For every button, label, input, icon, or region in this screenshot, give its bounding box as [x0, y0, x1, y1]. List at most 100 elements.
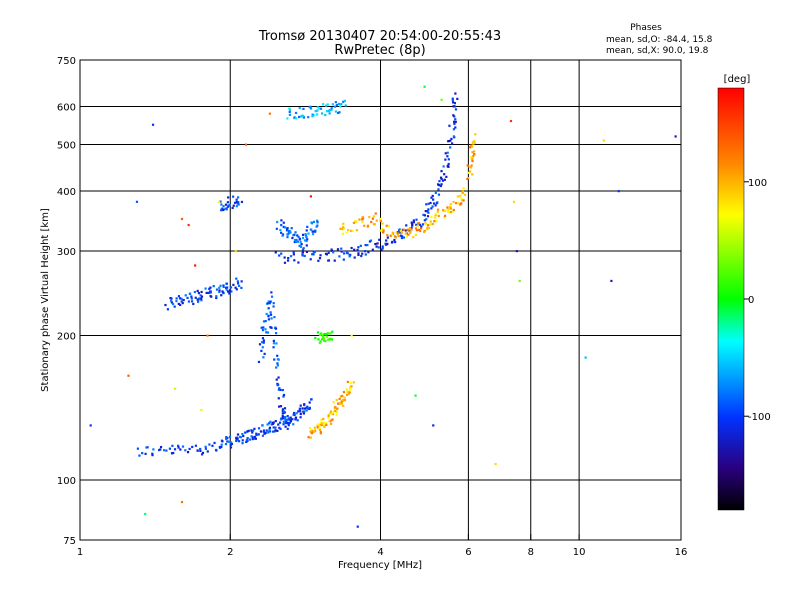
data-point	[287, 422, 290, 425]
data-point	[509, 119, 513, 123]
data-point	[303, 254, 306, 258]
data-point	[89, 424, 92, 427]
data-point	[324, 104, 328, 107]
data-point	[319, 254, 322, 257]
data-point	[319, 333, 322, 337]
data-point	[286, 117, 289, 120]
data-point	[291, 418, 294, 421]
data-point	[152, 448, 155, 451]
data-point	[314, 229, 317, 232]
data-point	[310, 221, 313, 224]
data-point	[298, 106, 301, 110]
data-point	[310, 228, 313, 231]
data-point	[270, 291, 273, 294]
data-point	[424, 209, 427, 213]
data-point	[248, 438, 252, 441]
data-point	[272, 426, 275, 429]
data-point	[281, 388, 284, 392]
data-point	[454, 126, 457, 129]
data-point	[345, 251, 348, 254]
data-point	[263, 432, 266, 435]
data-point	[261, 337, 265, 340]
data-point	[452, 114, 455, 117]
data-point	[470, 157, 473, 160]
data-point	[316, 106, 319, 109]
data-point	[281, 234, 284, 237]
phases-o-stats: mean, sd,O: -84.4, 15.8	[606, 35, 713, 45]
data-point	[374, 242, 377, 246]
data-point	[272, 339, 275, 342]
data-point	[170, 297, 173, 300]
data-point	[288, 232, 291, 235]
data-point	[255, 433, 258, 437]
data-point	[166, 308, 169, 311]
data-point	[350, 334, 353, 337]
data-point	[363, 224, 366, 227]
data-point	[255, 432, 258, 435]
data-point	[470, 164, 473, 167]
data-point	[320, 423, 323, 427]
data-point	[331, 418, 334, 421]
data-point	[374, 212, 377, 215]
y-tick-label: 500	[57, 141, 76, 152]
data-point	[305, 239, 308, 243]
colorbar-tick-label: 100	[748, 178, 767, 189]
data-point	[321, 333, 324, 337]
data-point	[331, 412, 334, 415]
data-point	[391, 233, 394, 236]
data-point	[325, 423, 328, 426]
data-point	[292, 251, 295, 254]
data-point	[320, 422, 324, 425]
data-point	[261, 341, 264, 344]
data-point	[237, 203, 240, 206]
data-point	[584, 356, 587, 359]
data-point	[302, 247, 305, 250]
data-point	[253, 435, 256, 438]
data-point	[433, 220, 436, 223]
data-point	[251, 436, 254, 439]
data-point	[336, 407, 339, 410]
data-point	[414, 227, 418, 230]
data-point	[308, 106, 311, 109]
data-point	[430, 196, 433, 199]
data-point	[347, 229, 350, 232]
data-point	[447, 210, 450, 214]
data-point	[346, 390, 349, 393]
data-point	[306, 238, 309, 241]
data-point	[175, 300, 178, 303]
data-point	[277, 397, 280, 400]
data-point	[421, 223, 425, 226]
data-point	[466, 177, 469, 181]
data-point	[452, 200, 455, 204]
data-point	[313, 250, 316, 254]
data-point	[286, 236, 289, 239]
data-point	[393, 240, 397, 244]
data-point	[339, 227, 342, 230]
data-point	[330, 419, 333, 422]
data-point	[381, 227, 384, 231]
data-point	[272, 430, 275, 433]
data-point	[250, 429, 253, 432]
data-point	[159, 445, 163, 449]
data-point	[395, 231, 398, 234]
data-point	[352, 381, 355, 384]
data-point	[234, 286, 237, 289]
data-point	[315, 225, 318, 228]
data-point	[232, 204, 235, 207]
data-point	[443, 216, 446, 219]
data-point	[301, 233, 305, 236]
data-point	[261, 424, 264, 427]
data-point	[310, 429, 314, 432]
data-point	[364, 253, 367, 256]
data-point	[284, 416, 287, 419]
data-point	[460, 202, 463, 205]
data-point	[298, 237, 301, 240]
data-point	[398, 231, 401, 234]
data-point	[236, 437, 239, 440]
data-point	[173, 448, 177, 451]
data-point	[470, 156, 473, 159]
data-point	[367, 251, 370, 254]
data-point	[324, 340, 327, 343]
data-point	[136, 447, 140, 450]
phases-title: Phases	[630, 23, 662, 33]
